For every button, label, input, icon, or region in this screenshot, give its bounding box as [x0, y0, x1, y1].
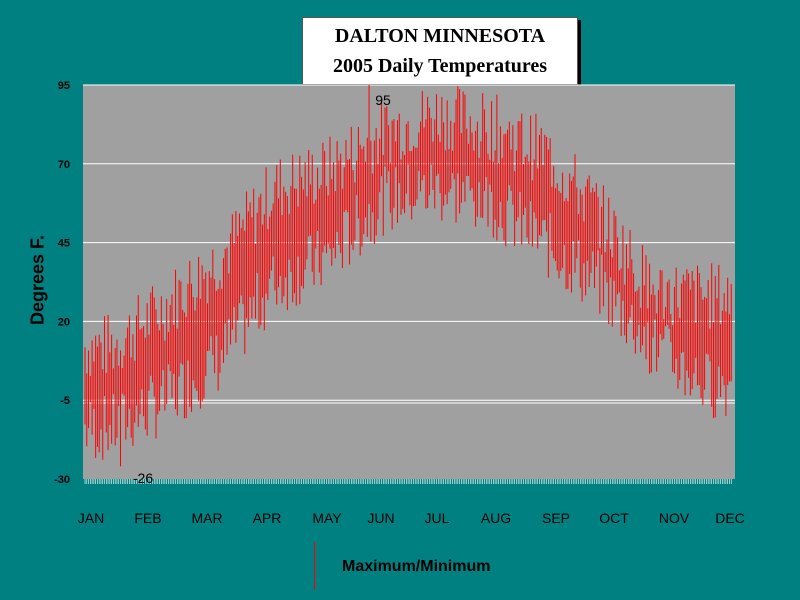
month-label: JUL — [425, 510, 450, 526]
y-tick-label: 95 — [58, 80, 70, 92]
month-label: FEB — [134, 510, 161, 526]
month-label: AUG — [481, 510, 511, 526]
month-label: DEC — [715, 510, 745, 526]
month-label: JUN — [367, 510, 394, 526]
chart-title: DALTON MINNESOTA 2005 Daily Temperatures — [302, 17, 578, 85]
y-tick-label: 20 — [58, 316, 70, 328]
month-label: JAN — [78, 510, 104, 526]
y-tick-label: 70 — [58, 159, 70, 171]
month-label: MAY — [312, 510, 342, 526]
y-tick-label: 45 — [58, 238, 70, 250]
legend-label: Maximum/Minimum — [342, 558, 491, 575]
y-tick-label: -30 — [54, 474, 70, 486]
month-label: SEP — [542, 510, 570, 526]
month-label: MAR — [191, 510, 222, 526]
legend: Maximum/Minimum — [312, 540, 542, 592]
chart-plot: 95 70 45 20 -5 -30 JAN FEB MAR APR MAY JUN JUL AUG SEP… — [54, 80, 745, 526]
annotation-min: -26 — [133, 470, 153, 486]
legend-swatch — [314, 542, 315, 590]
chart-title-line-2: 2005 Daily Temperatures — [332, 55, 548, 77]
chart-title-line-1: DALTON MINNESOTA — [334, 25, 546, 47]
y-tick-label: -5 — [60, 395, 70, 407]
month-label: APR — [253, 510, 282, 526]
annotation-max: 95 — [375, 92, 391, 108]
month-label: NOV — [659, 510, 690, 526]
month-label: OCT — [599, 510, 629, 526]
